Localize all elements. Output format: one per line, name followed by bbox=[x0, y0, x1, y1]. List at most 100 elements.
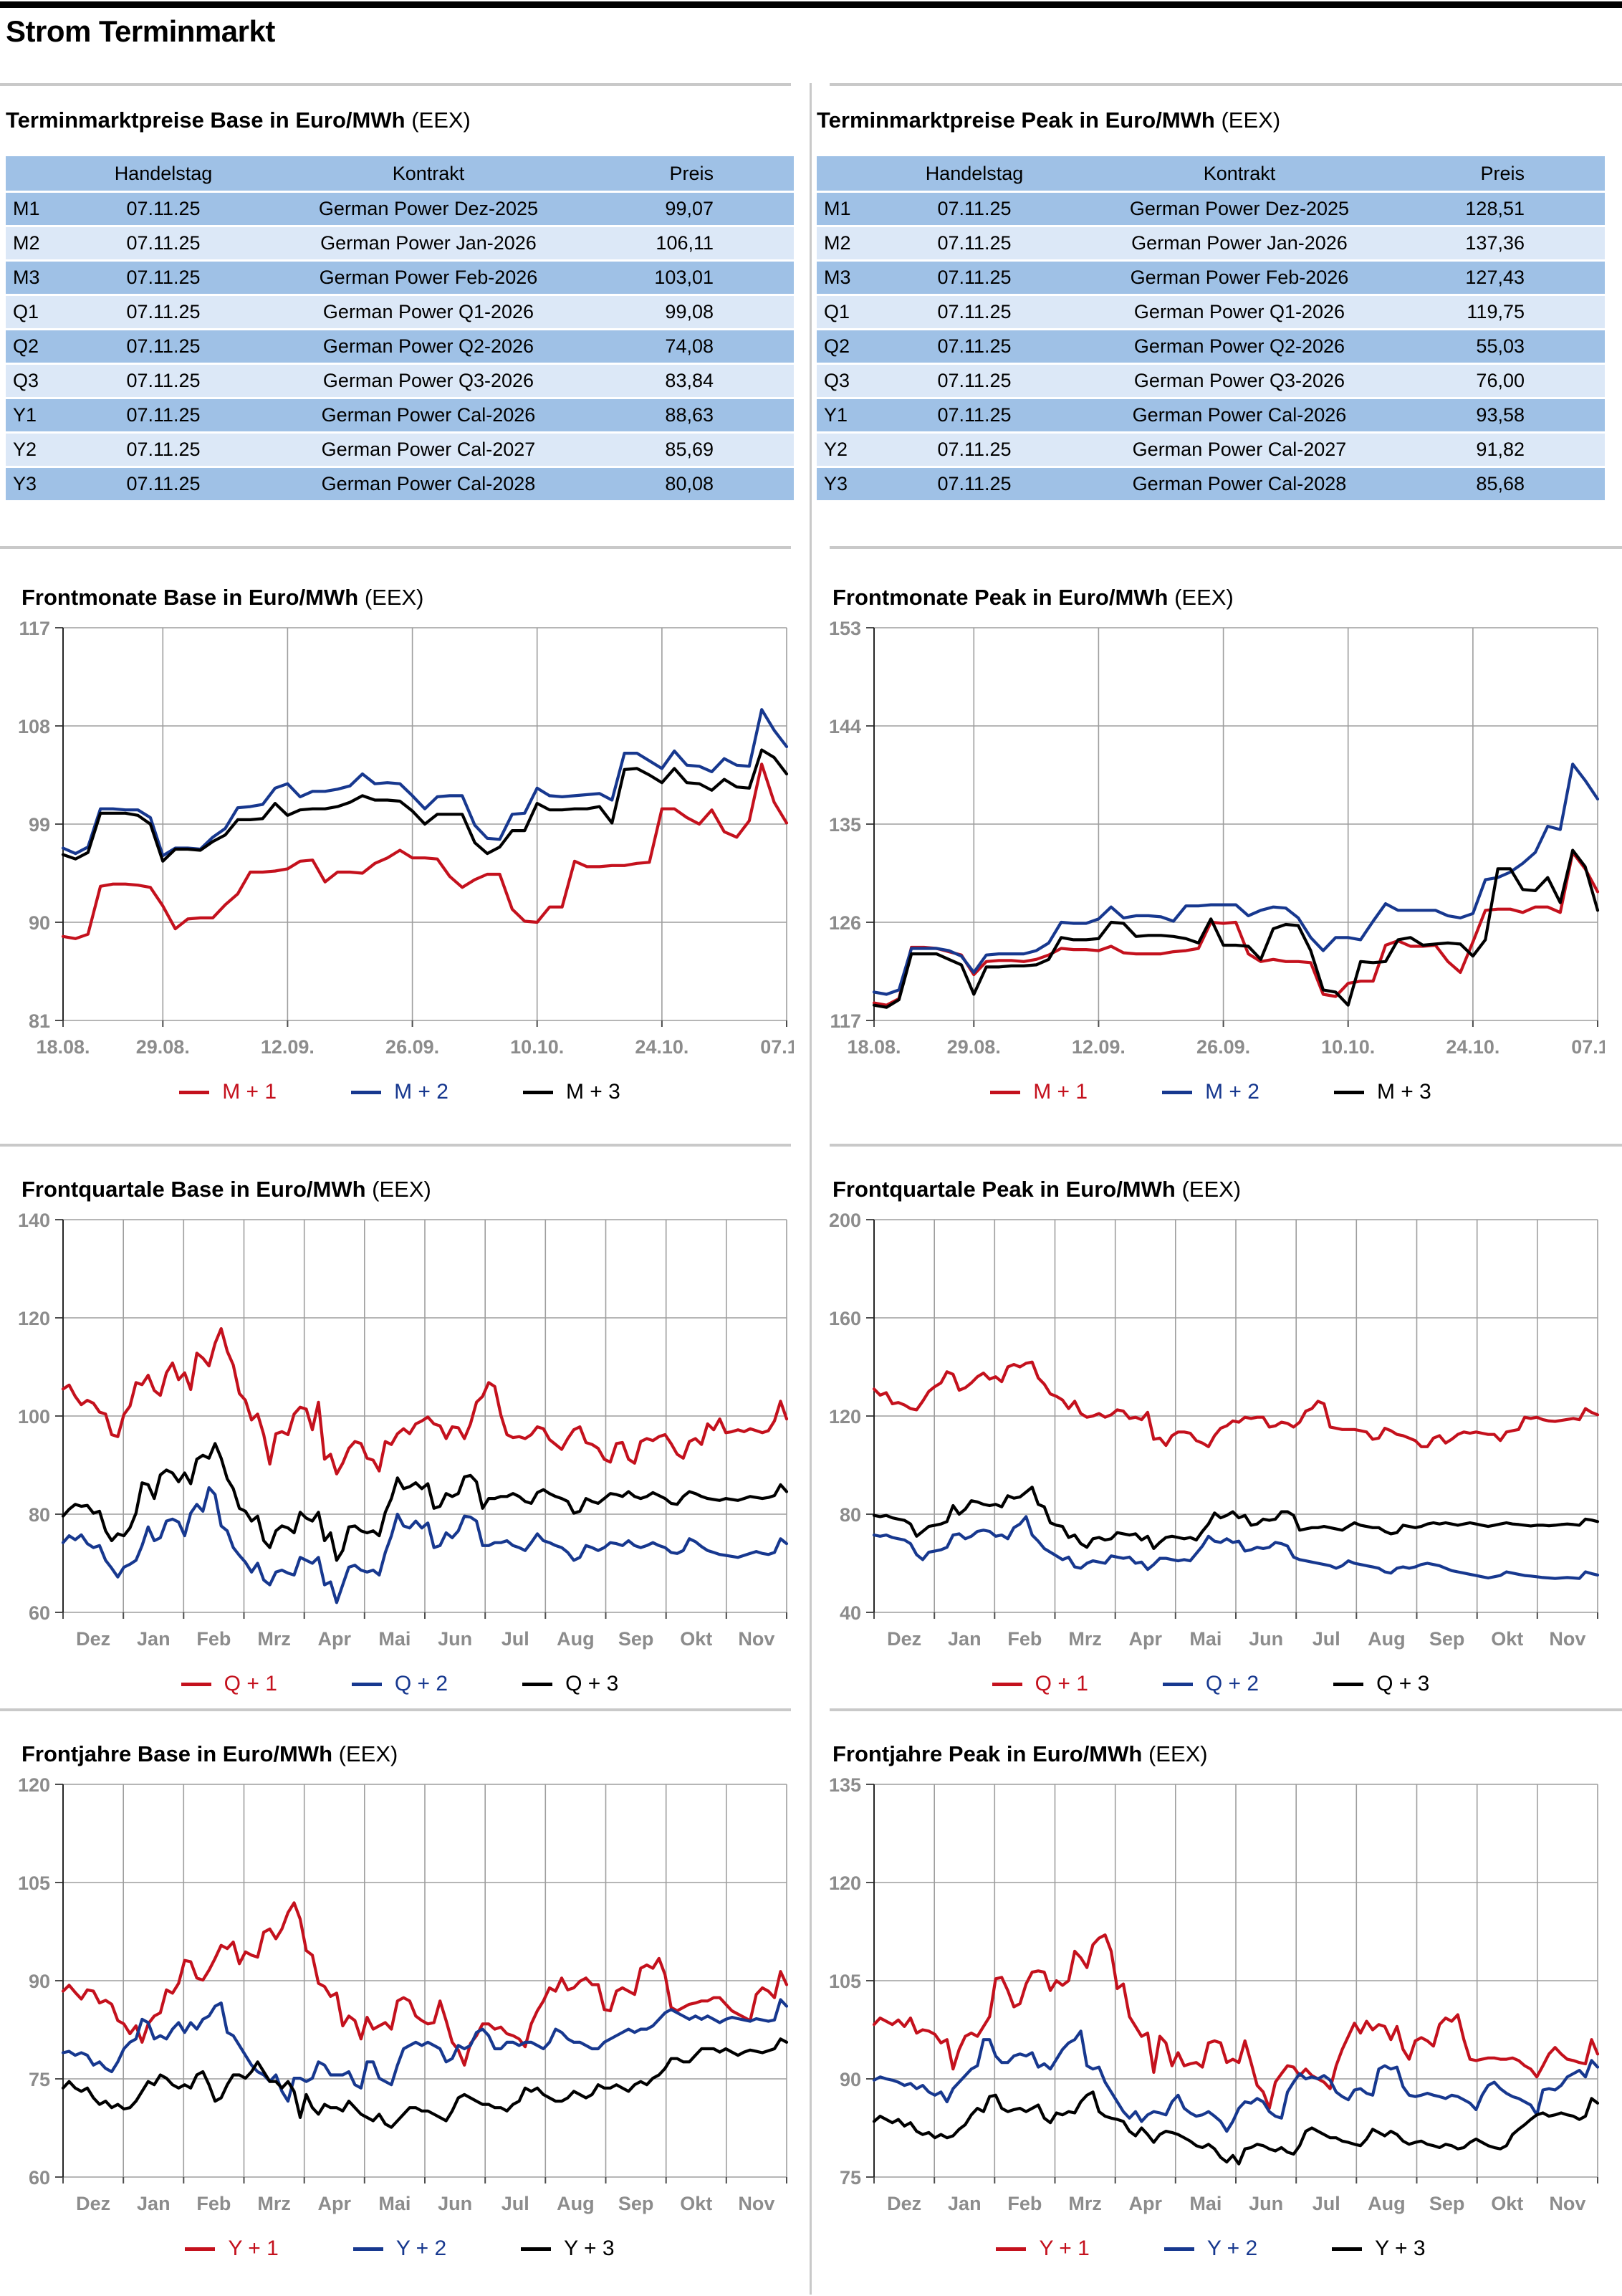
table-row: Y1 07.11.25 German Power Cal-2026 93,58 bbox=[817, 399, 1605, 431]
svg-text:Nov: Nov bbox=[738, 2193, 774, 2214]
chart-canvas: 40 80 120 160 200 Dez Jan Feb Mrz Apr Mai Jun Jul Aug… bbox=[829, 1210, 1600, 1650]
contract-cell: German Power Cal-2027 bbox=[321, 439, 536, 460]
series-line bbox=[872, 2090, 1600, 2166]
svg-text:Sep: Sep bbox=[618, 1628, 654, 1650]
legend-item: Q + 2 bbox=[1162, 1672, 1259, 1696]
series-line bbox=[61, 1327, 789, 1475]
svg-text:Mrz: Mrz bbox=[1068, 2193, 1102, 2214]
legend-item: M + 3 bbox=[1333, 1080, 1431, 1104]
series-line bbox=[872, 1933, 1600, 2110]
section-divider bbox=[0, 83, 791, 86]
svg-text:200: 200 bbox=[829, 1210, 861, 1231]
table-row: Q2 07.11.25 German Power Q2-2026 74,08 bbox=[6, 330, 794, 363]
header-cell: Handelstag bbox=[114, 162, 213, 184]
chart-title-text: Frontmonate Peak in Euro/MWh bbox=[832, 585, 1168, 610]
trade-date-cell: 07.11.25 bbox=[126, 198, 201, 219]
chart-title-suffix: (EEX) bbox=[1148, 1741, 1208, 1766]
contract-cell: German Power Q2-2026 bbox=[1133, 335, 1345, 357]
table-row: M2 07.11.25 German Power Jan-2026 106,11 bbox=[6, 227, 794, 259]
svg-text:75: 75 bbox=[840, 2167, 861, 2189]
series-line bbox=[872, 2029, 1600, 2133]
price-cell: 93,58 bbox=[1476, 404, 1525, 426]
svg-text:120: 120 bbox=[829, 1406, 861, 1427]
svg-text:117: 117 bbox=[830, 1010, 861, 1032]
contract-cell: German Power Feb-2026 bbox=[319, 267, 538, 288]
svg-text:90: 90 bbox=[29, 1971, 50, 1992]
chart-title-suffix: (EEX) bbox=[1181, 1177, 1242, 1202]
contract-id-cell: Q3 bbox=[13, 370, 39, 391]
price-table-base: Handelstag Kontrakt Preis M1 07.11.25 German … bbox=[6, 156, 794, 502]
legend-label: Y + 3 bbox=[1375, 2237, 1426, 2260]
contract-id-cell: Y2 bbox=[824, 439, 848, 460]
trade-date-cell: 07.11.25 bbox=[126, 301, 201, 322]
contract-cell: German Power Dez-2025 bbox=[1129, 198, 1350, 219]
trade-date-cell: 07.11.25 bbox=[937, 473, 1012, 494]
section-divider bbox=[0, 546, 791, 549]
svg-text:80: 80 bbox=[840, 1504, 861, 1526]
legend-label: Y + 3 bbox=[564, 2237, 615, 2260]
trade-date-cell: 07.11.25 bbox=[937, 370, 1012, 391]
legend-label: M + 2 bbox=[1205, 1080, 1259, 1104]
trade-date-cell: 07.11.25 bbox=[126, 267, 201, 288]
contract-id-cell: Q2 bbox=[13, 335, 39, 357]
svg-text:108: 108 bbox=[18, 716, 50, 737]
svg-text:90: 90 bbox=[840, 2069, 861, 2090]
contract-cell: German Power Dez-2025 bbox=[318, 198, 539, 219]
price-cell: 74,08 bbox=[665, 335, 714, 357]
trade-date-cell: 07.11.25 bbox=[937, 267, 1012, 288]
table-row: Q1 07.11.25 German Power Q1-2026 119,75 bbox=[817, 296, 1605, 328]
svg-text:Dez: Dez bbox=[887, 1628, 921, 1650]
svg-text:29.08.: 29.08. bbox=[136, 1036, 190, 1058]
table-row: M3 07.11.25 German Power Feb-2026 103,01 bbox=[6, 262, 794, 294]
series-line bbox=[872, 762, 1600, 996]
svg-text:Apr: Apr bbox=[318, 2193, 352, 2214]
legend-item: Y + 1 bbox=[996, 2237, 1090, 2261]
series-line bbox=[61, 708, 789, 858]
chart-title: Frontquartale Peak in Euro/MWh (EEX) bbox=[832, 1177, 1605, 1210]
svg-text:105: 105 bbox=[829, 1971, 861, 1992]
svg-text:60: 60 bbox=[29, 1602, 50, 1624]
table-title-suffix: (EEX) bbox=[411, 107, 471, 133]
contract-cell: German Power Q2-2026 bbox=[322, 335, 534, 357]
contract-cell: German Power Cal-2027 bbox=[1132, 439, 1347, 460]
svg-text:Jul: Jul bbox=[502, 1628, 529, 1650]
legend-line-swatch bbox=[1333, 1090, 1364, 1094]
price-cell: 88,63 bbox=[665, 404, 714, 426]
svg-text:18.08.: 18.08. bbox=[847, 1036, 901, 1058]
series-line bbox=[872, 1360, 1600, 1448]
svg-text:80: 80 bbox=[29, 1504, 50, 1526]
legend-label: Q + 2 bbox=[394, 1672, 448, 1695]
chart-title-text: Frontmonate Base in Euro/MWh bbox=[21, 585, 359, 610]
svg-text:10.10.: 10.10. bbox=[1321, 1036, 1375, 1058]
trade-date-cell: 07.11.25 bbox=[937, 301, 1012, 322]
contract-id-cell: Q2 bbox=[824, 335, 850, 357]
chart-legend: Y + 1 Y + 2 Y + 3 bbox=[817, 2237, 1605, 2261]
svg-text:Mai: Mai bbox=[378, 1628, 411, 1650]
legend-line-swatch bbox=[521, 2247, 552, 2251]
chart-title-text: Frontjahre Base in Euro/MWh bbox=[21, 1741, 333, 1766]
legend-item: Q + 1 bbox=[181, 1672, 277, 1696]
legend-line-swatch bbox=[996, 2247, 1027, 2251]
contract-cell: German Power Cal-2028 bbox=[1132, 473, 1347, 494]
svg-text:120: 120 bbox=[829, 1872, 861, 1894]
svg-text:Mai: Mai bbox=[1189, 1628, 1222, 1650]
contract-id-cell: Q1 bbox=[13, 301, 39, 322]
svg-text:120: 120 bbox=[18, 1308, 50, 1329]
series-line bbox=[872, 848, 1600, 1009]
table-header-row: Handelstag Kontrakt Preis bbox=[817, 156, 1605, 191]
table-title-base: Terminmarktpreise Base in Euro/MWh (EEX) bbox=[6, 107, 471, 133]
svg-text:Sep: Sep bbox=[1429, 2193, 1465, 2214]
legend-line-swatch bbox=[352, 2247, 383, 2251]
legend-line-swatch bbox=[522, 1682, 553, 1686]
legend-item: Y + 3 bbox=[1332, 2237, 1426, 2261]
svg-text:40: 40 bbox=[840, 1602, 861, 1624]
contract-id-cell: Q3 bbox=[824, 370, 850, 391]
svg-text:Jan: Jan bbox=[948, 2193, 982, 2214]
chart-legend: Q + 1 Q + 2 Q + 3 bbox=[6, 1672, 794, 1696]
contract-id-cell: M3 bbox=[13, 267, 40, 288]
svg-text:Jun: Jun bbox=[1249, 2193, 1283, 2214]
svg-text:Mai: Mai bbox=[1189, 2193, 1222, 2214]
svg-text:26.09.: 26.09. bbox=[385, 1036, 439, 1058]
table-header-row: Handelstag Kontrakt Preis bbox=[6, 156, 794, 191]
